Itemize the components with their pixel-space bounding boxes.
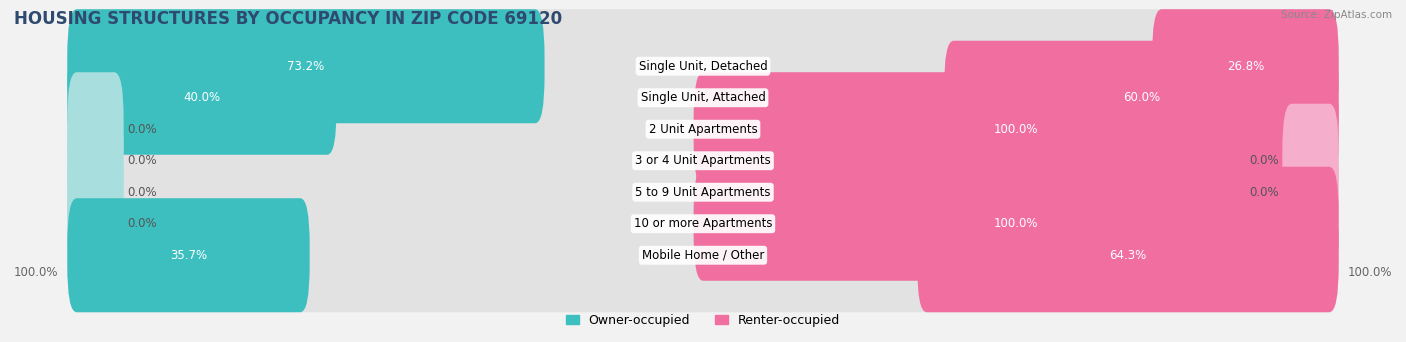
- FancyBboxPatch shape: [67, 135, 1339, 249]
- FancyBboxPatch shape: [67, 9, 544, 123]
- FancyBboxPatch shape: [67, 135, 124, 249]
- Text: 0.0%: 0.0%: [1250, 154, 1279, 167]
- Text: 0.0%: 0.0%: [127, 186, 156, 199]
- Text: 2 Unit Apartments: 2 Unit Apartments: [648, 123, 758, 136]
- FancyBboxPatch shape: [67, 198, 1339, 312]
- Text: 100.0%: 100.0%: [994, 217, 1039, 230]
- Text: 0.0%: 0.0%: [1250, 186, 1279, 199]
- Text: 100.0%: 100.0%: [1347, 266, 1392, 279]
- FancyBboxPatch shape: [67, 167, 124, 281]
- Text: 10 or more Apartments: 10 or more Apartments: [634, 217, 772, 230]
- Text: HOUSING STRUCTURES BY OCCUPANCY IN ZIP CODE 69120: HOUSING STRUCTURES BY OCCUPANCY IN ZIP C…: [14, 10, 562, 28]
- FancyBboxPatch shape: [67, 72, 124, 186]
- FancyBboxPatch shape: [693, 167, 1339, 281]
- Text: 5 to 9 Unit Apartments: 5 to 9 Unit Apartments: [636, 186, 770, 199]
- Text: 26.8%: 26.8%: [1227, 60, 1264, 73]
- FancyBboxPatch shape: [1152, 9, 1339, 123]
- FancyBboxPatch shape: [67, 72, 1339, 186]
- FancyBboxPatch shape: [67, 41, 336, 155]
- Text: 35.7%: 35.7%: [170, 249, 207, 262]
- Text: 73.2%: 73.2%: [287, 60, 325, 73]
- Text: 100.0%: 100.0%: [994, 123, 1039, 136]
- Text: Single Unit, Attached: Single Unit, Attached: [641, 91, 765, 104]
- Text: 40.0%: 40.0%: [183, 91, 221, 104]
- Text: 3 or 4 Unit Apartments: 3 or 4 Unit Apartments: [636, 154, 770, 167]
- Text: 0.0%: 0.0%: [127, 154, 156, 167]
- FancyBboxPatch shape: [945, 41, 1339, 155]
- Text: Single Unit, Detached: Single Unit, Detached: [638, 60, 768, 73]
- FancyBboxPatch shape: [1282, 104, 1339, 218]
- FancyBboxPatch shape: [1282, 135, 1339, 249]
- Text: 0.0%: 0.0%: [127, 123, 156, 136]
- FancyBboxPatch shape: [693, 72, 1339, 186]
- FancyBboxPatch shape: [67, 104, 124, 218]
- Text: Source: ZipAtlas.com: Source: ZipAtlas.com: [1281, 10, 1392, 20]
- Text: 64.3%: 64.3%: [1109, 249, 1146, 262]
- Text: 60.0%: 60.0%: [1123, 91, 1160, 104]
- Text: 100.0%: 100.0%: [14, 266, 59, 279]
- FancyBboxPatch shape: [67, 167, 1339, 281]
- FancyBboxPatch shape: [67, 9, 1339, 123]
- FancyBboxPatch shape: [67, 198, 309, 312]
- Legend: Owner-occupied, Renter-occupied: Owner-occupied, Renter-occupied: [567, 314, 839, 327]
- FancyBboxPatch shape: [67, 104, 1339, 218]
- FancyBboxPatch shape: [67, 41, 1339, 155]
- FancyBboxPatch shape: [917, 198, 1339, 312]
- Text: 0.0%: 0.0%: [127, 217, 156, 230]
- Text: Mobile Home / Other: Mobile Home / Other: [641, 249, 765, 262]
